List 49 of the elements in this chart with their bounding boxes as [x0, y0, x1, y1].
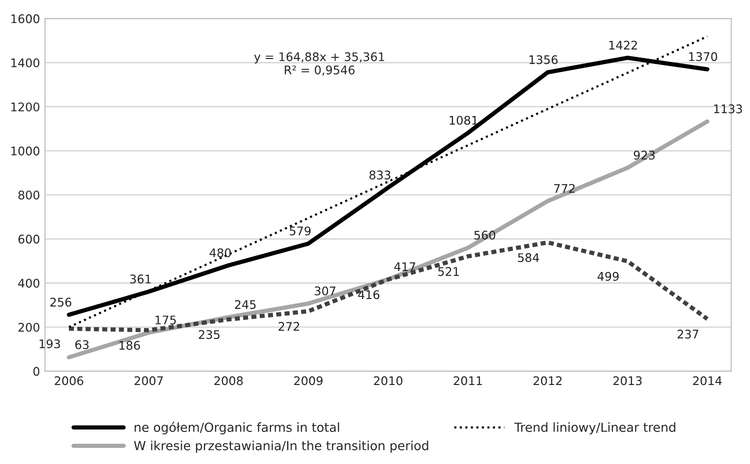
x-tick-label: 2006: [54, 376, 84, 386]
data-label: 1422: [609, 40, 637, 50]
data-label: 923: [634, 150, 655, 160]
y-tick-label: 400: [18, 278, 40, 288]
data-label: 272: [278, 322, 300, 331]
data-label: 193: [40, 339, 60, 348]
y-tick-label: 1400: [11, 58, 40, 68]
data-label: 175: [156, 316, 176, 324]
data-label: 237: [678, 330, 698, 339]
data-label: 1370: [689, 52, 718, 62]
data-label: 245: [234, 300, 256, 310]
data-label: 361: [130, 274, 151, 284]
y-tick-label: 0: [33, 366, 40, 376]
data-label: 1356: [530, 55, 558, 64]
data-label: 772: [554, 184, 575, 193]
y-tick-label: 1000: [11, 146, 40, 156]
x-tick-label: 2014: [693, 376, 722, 386]
data-label: 579: [290, 226, 311, 236]
data-label: 186: [119, 340, 140, 350]
legend-label: W ikresie przestawiania/In the transition period: [134, 440, 428, 453]
data-label: 560: [474, 230, 496, 240]
x-tick-label: 2007: [134, 376, 163, 386]
data-label: 833: [369, 170, 390, 180]
annotation: y = 164,88x + 35,361 R² = 0,9546: [254, 52, 384, 76]
data-label: 584: [518, 253, 540, 262]
data-label: 417: [394, 262, 416, 271]
data-label: 499: [598, 272, 619, 281]
x-tick-label: 2013: [613, 376, 642, 386]
data-label: 480: [210, 248, 231, 258]
y-tick-label: 200: [18, 322, 40, 332]
data-label: 1133: [714, 104, 742, 114]
x-tick-label: 2012: [534, 376, 562, 386]
x-tick-label: 2010: [374, 376, 402, 386]
data-label: 521: [438, 267, 459, 276]
x-tick-label: 2009: [294, 376, 323, 386]
data-label: 256: [50, 298, 72, 307]
data-label: 235: [198, 330, 220, 340]
legend-label: Trend liniowy/Linear trend: [514, 422, 676, 434]
y-tick-label: 1600: [11, 14, 40, 24]
y-tick-label: 800: [18, 190, 40, 200]
data-label: 1081: [450, 116, 478, 125]
data-label: 416: [358, 290, 380, 300]
data-label: 307: [314, 286, 336, 296]
data-label: 63: [75, 340, 89, 350]
y-tick-label: 600: [18, 234, 40, 244]
x-tick-label: 2011: [454, 376, 482, 386]
y-tick-label: 1200: [11, 102, 40, 112]
x-tick-label: 2008: [214, 376, 243, 386]
legend-label: ne ogółem/Organic farms in total: [134, 422, 340, 434]
